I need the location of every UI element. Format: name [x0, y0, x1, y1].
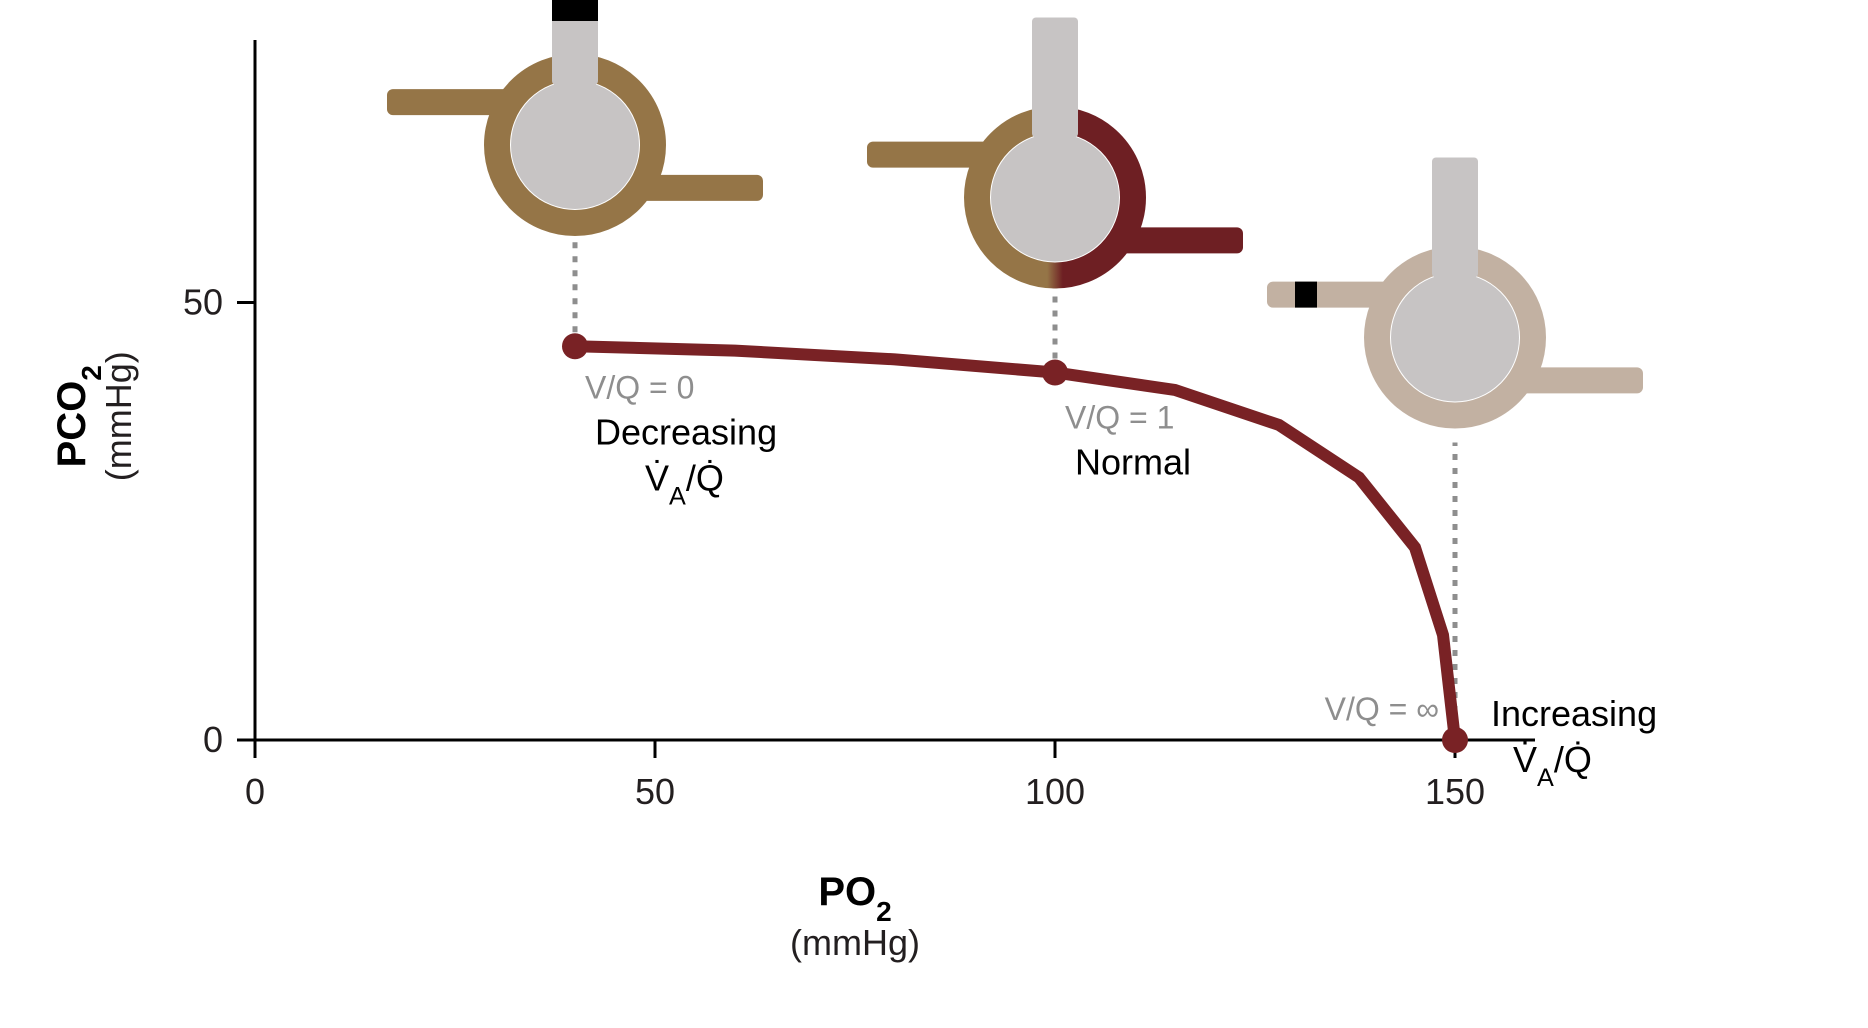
vq-curve: [575, 346, 1455, 740]
vq0-label: V/Q = 0: [585, 369, 694, 405]
x-axis-unit: (mmHg): [790, 922, 920, 963]
data-point: [562, 333, 588, 359]
alveolus-shunt: [387, 0, 763, 223]
x-tick-label: 150: [1425, 771, 1485, 812]
y-tick-label: 0: [203, 719, 223, 760]
data-point: [1442, 727, 1468, 753]
vq0-ratio: V̇A/Q̇: [645, 457, 724, 510]
y-axis-title-group: PCO2(mmHg): [50, 351, 139, 481]
y-tick-label: 50: [183, 282, 223, 323]
alveolus-normal: [867, 18, 1243, 276]
vq-o2-co2-diagram: 050100150050PO2(mmHg)PCO2(mmHg)V/Q = 0De…: [0, 0, 1868, 1028]
x-tick-label: 50: [635, 771, 675, 812]
svg-text:(mmHg): (mmHg): [98, 351, 139, 481]
x-tick-label: 0: [245, 771, 265, 812]
vq0-state: Decreasing: [595, 411, 777, 452]
x-tick-label: 100: [1025, 771, 1085, 812]
vq1-label: V/Q = 1: [1065, 400, 1174, 436]
vqinf-ratio: V̇A/Q̇: [1513, 739, 1592, 792]
data-point: [1042, 360, 1068, 386]
vq1-state: Normal: [1075, 442, 1191, 483]
alveolus-deadspace: [1267, 158, 1643, 416]
vqinf-label: V/Q = ∞: [1325, 691, 1439, 727]
x-axis-title: PO2: [818, 870, 891, 927]
vqinf-state: Increasing: [1491, 693, 1657, 734]
